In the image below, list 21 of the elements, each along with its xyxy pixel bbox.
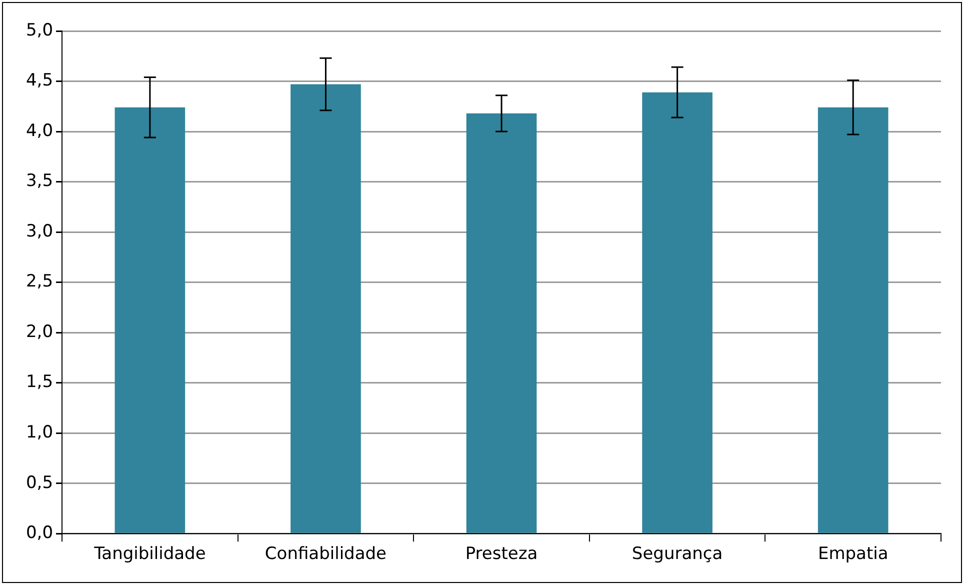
x-tick-label: Confiabilidade <box>264 544 387 564</box>
bar <box>466 113 537 533</box>
y-tick-label: 1,5 <box>26 372 54 392</box>
bar <box>642 92 712 533</box>
y-tick-label: 1,0 <box>26 422 54 442</box>
y-tick-label: 5,0 <box>26 20 54 40</box>
y-tick-label: 2,5 <box>26 272 54 292</box>
y-tick-label: 0,0 <box>26 523 54 544</box>
y-tick-label: 3,0 <box>26 221 54 242</box>
y-tick-label: 4,5 <box>26 70 54 91</box>
bar <box>114 107 186 533</box>
x-tick-label: Segurança <box>632 544 723 564</box>
bar <box>818 107 888 533</box>
y-tick-label: 0,5 <box>26 472 54 493</box>
bar <box>290 84 361 533</box>
y-tick-label: 2,0 <box>26 322 54 342</box>
x-tick-label: Empatia <box>818 544 888 564</box>
y-tick-label: 4,0 <box>26 120 54 141</box>
x-tick-label: Tangibilidade <box>93 544 206 564</box>
y-tick-label: 3,5 <box>26 171 54 192</box>
x-tick-label: Presteza <box>465 544 538 564</box>
